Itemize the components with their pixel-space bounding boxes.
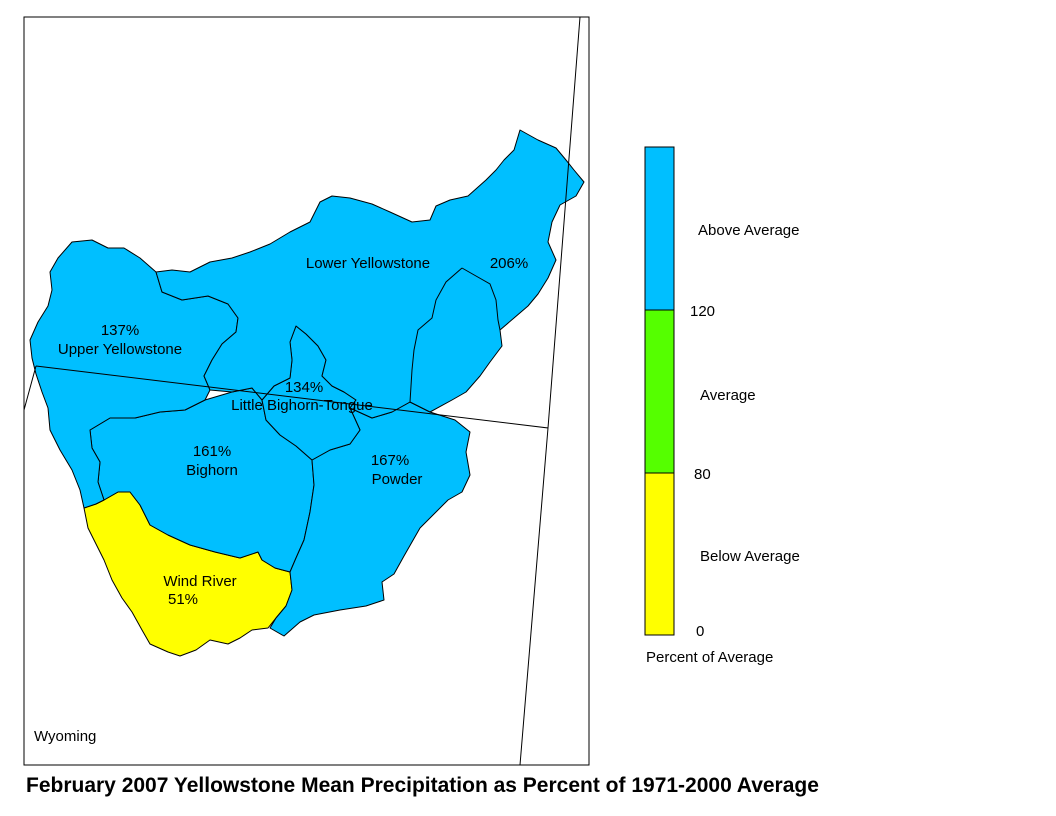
basin-lower-yellowstone[interactable] xyxy=(155,129,585,419)
label-upper-yellowstone-name: Upper Yellowstone xyxy=(58,341,182,358)
label-bighorn-percent: 161% xyxy=(193,443,231,460)
label-wind-river-name: Wind River xyxy=(163,573,236,590)
legend-label-above: Above Average xyxy=(698,222,799,239)
label-wyoming: Wyoming xyxy=(34,728,96,745)
basin-powder[interactable] xyxy=(269,401,471,637)
legend-tick-120: 120 xyxy=(690,303,715,320)
map-frame xyxy=(23,16,590,766)
legend-title: Percent of Average xyxy=(646,649,773,666)
label-upper-yellowstone-percent: 137% xyxy=(101,322,139,339)
label-lower-yellowstone-percent: 206% xyxy=(490,255,528,272)
wyoming-border xyxy=(23,16,581,766)
legend-tick-80: 80 xyxy=(694,466,711,483)
label-powder-name: Powder xyxy=(372,471,423,488)
label-bighorn-name: Bighorn xyxy=(186,462,238,479)
label-powder-percent: 167% xyxy=(371,452,409,469)
legend-tick-0: 0 xyxy=(696,623,704,640)
label-wind-river-percent: 51% xyxy=(168,591,198,608)
basin-divider xyxy=(409,267,501,403)
label-lbt-name: Little Bighorn-Tongue xyxy=(231,397,373,414)
legend-label-below: Below Average xyxy=(700,548,800,565)
legend-swatch-above xyxy=(644,146,675,311)
label-lbt-percent: 134% xyxy=(285,379,323,396)
legend-swatch-average xyxy=(644,309,675,474)
figure-title: February 2007 Yellowstone Mean Precipita… xyxy=(26,774,819,797)
legend: Above Average Average Below Average 120 … xyxy=(644,146,800,666)
label-lower-yellowstone-name: Lower Yellowstone xyxy=(306,255,430,272)
legend-swatch-below xyxy=(644,472,675,636)
legend-label-average: Average xyxy=(700,387,756,404)
